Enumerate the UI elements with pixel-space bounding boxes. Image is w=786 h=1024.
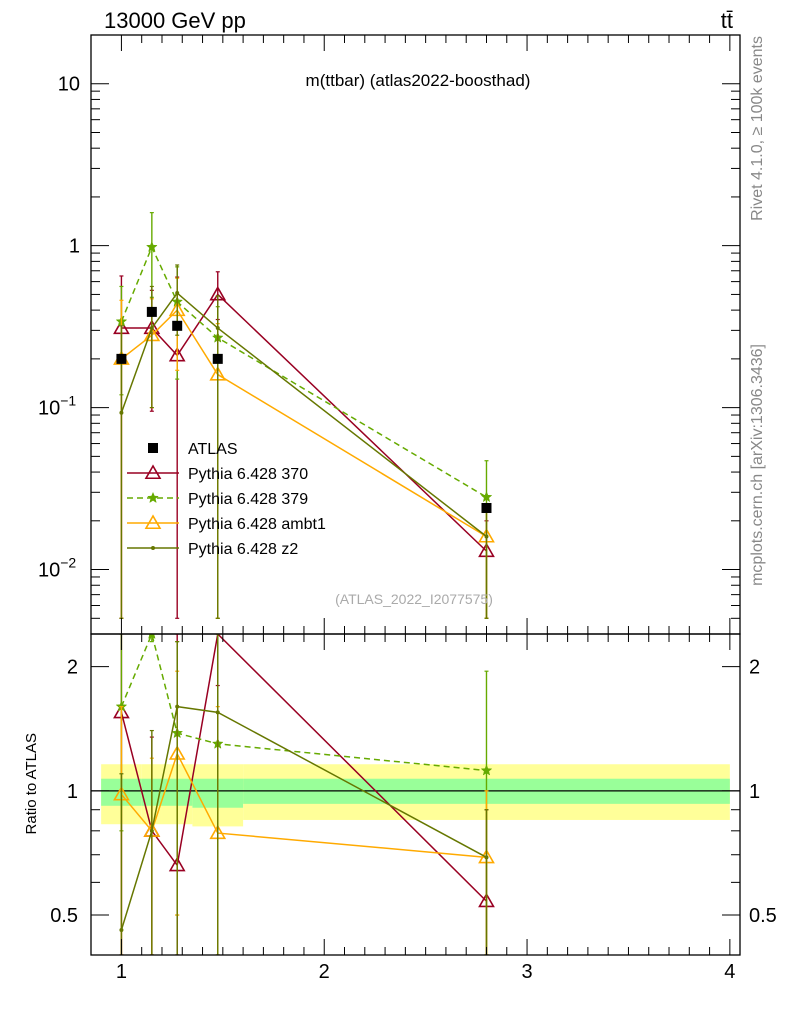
ratio-bands xyxy=(91,764,740,827)
ratio-series-3-point-1 xyxy=(149,828,154,833)
legend-marker-2 xyxy=(144,514,162,530)
ratio-ytick-label-left: 1 xyxy=(67,781,78,803)
ratio-series-1-point-1 xyxy=(148,634,156,639)
series-3-point-2 xyxy=(175,291,180,296)
ratio-series-3-point-4 xyxy=(484,855,489,860)
legend-marker-1 xyxy=(147,491,159,503)
legend-marker-0 xyxy=(144,464,162,480)
ratio-series-3 xyxy=(119,634,489,955)
legend-label-reference: ATLAS xyxy=(188,441,238,458)
main-clipped xyxy=(113,212,495,619)
watermark-label: (ATLAS_2022_I2077575) xyxy=(335,591,493,607)
reference-point-3 xyxy=(212,353,223,364)
mcplots-label: mcplots.cern.ch [arXiv:1306.3436] xyxy=(749,344,766,586)
legend-label-3: Pythia 6.428 z2 xyxy=(188,541,298,558)
rivet-version-label: Rivet 4.1.0, ≥ 100k events xyxy=(749,36,766,221)
legend-marker-reference xyxy=(148,443,158,453)
ratio-series-3-point-0 xyxy=(119,927,124,932)
x-tick-label: 3 xyxy=(521,961,532,983)
ratio-ytick-label-right: 1 xyxy=(749,781,760,803)
series-1-point-1 xyxy=(145,240,158,253)
ratio-marks xyxy=(113,634,495,955)
main-axes: 10−2 10−1 1 10 xyxy=(38,34,741,635)
ratio-ytick-label-left: 2 xyxy=(67,657,78,679)
legend: ATLAS Pythia 6.428 370 Pythia 6.428 379 Pyt… xyxy=(127,441,326,558)
ratio-series-3-point-2 xyxy=(175,704,180,709)
reference-point-4 xyxy=(481,502,492,513)
ratio-series-1-point-4 xyxy=(480,764,493,776)
legend-label-0: Pythia 6.428 370 xyxy=(188,466,308,483)
legend-label-1: Pythia 6.428 379 xyxy=(188,491,308,508)
series-3 xyxy=(119,264,489,619)
ratio-ytick-label-left: 0.5 xyxy=(50,905,78,927)
ratio-series-3-point-3 xyxy=(215,710,220,715)
main-ytick-label-exponent: −1 xyxy=(60,393,76,409)
plot-title: m(ttbar) (atlas2022-boosthad) xyxy=(306,71,531,90)
series-1-point-4 xyxy=(480,490,493,503)
header-left: 13000 GeV pp xyxy=(104,8,246,33)
series-3-point-1 xyxy=(149,326,154,331)
header-right: tt̄ xyxy=(721,8,733,33)
main-marks xyxy=(113,212,495,619)
main-ytick-label: 1 xyxy=(69,236,80,258)
series-3-point-4 xyxy=(484,534,489,539)
reference-points xyxy=(116,306,492,513)
main-ytick-label: 10−1 xyxy=(38,393,76,420)
series-3-point-3 xyxy=(215,326,220,331)
x-tick-label: 1 xyxy=(116,961,127,983)
main-ytick-label: 10 xyxy=(58,74,80,96)
x-tick-label: 4 xyxy=(724,961,735,983)
ratio-frame xyxy=(90,633,741,956)
reference-point-2 xyxy=(172,320,183,331)
main-panel: 10−2 10−1 1 10 m(ttbar) (atlas2022-boosthad… xyxy=(38,34,741,635)
reference-point-1 xyxy=(146,306,157,317)
main-ytick-label: 10−2 xyxy=(38,555,76,582)
ratio-ytick-label-right: 0.5 xyxy=(749,905,777,927)
series-line-1 xyxy=(120,245,487,498)
series-1 xyxy=(115,212,493,619)
ratio-y-axis-label: Ratio to ATLAS xyxy=(23,733,40,834)
legend-marker-3 xyxy=(151,546,155,550)
main-ytick-label-exponent: −2 xyxy=(60,555,76,571)
ratio-ytick-label-right: 2 xyxy=(749,657,760,679)
x-tick-label: 2 xyxy=(319,961,330,983)
series-3-point-0 xyxy=(119,410,124,415)
ratio-axes: 0.5 0.5 1 1 2 2 1 2 3 4 xyxy=(50,633,777,983)
series-2 xyxy=(113,277,495,619)
series-line-0 xyxy=(121,293,487,552)
ratio-panel: 0.5 0.5 1 1 2 2 1 2 3 4 Ratio to ATLAS xyxy=(23,633,777,983)
legend-label-2: Pythia 6.428 ambt1 xyxy=(188,516,326,533)
ratio-clipped xyxy=(113,634,495,955)
series-0 xyxy=(113,271,495,619)
reference-point-0 xyxy=(116,353,127,364)
